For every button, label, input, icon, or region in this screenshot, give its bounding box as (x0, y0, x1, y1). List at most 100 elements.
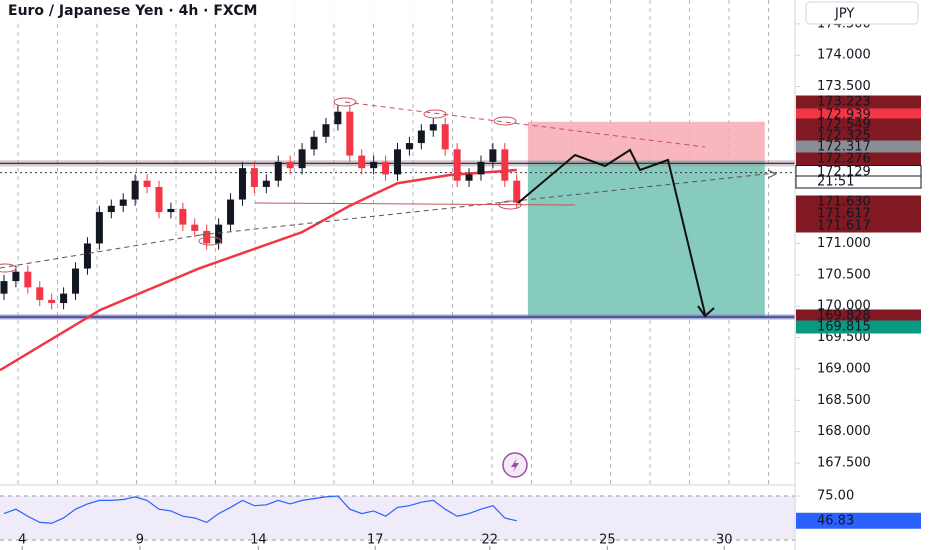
countdown-label: 21:51 (817, 175, 854, 190)
candle-body (370, 161, 378, 169)
pivot-marker (198, 236, 222, 246)
price-tag-label: 171.617 (817, 207, 871, 222)
rsi-last-tag (796, 512, 921, 529)
x-tick-label: 9 (136, 533, 144, 548)
candle-body (72, 268, 80, 294)
currency-button[interactable] (805, 1, 919, 25)
price-tag (796, 140, 921, 154)
y-tick-label: 168.500 (817, 393, 871, 408)
candle-body (36, 287, 44, 300)
price-tag (796, 108, 921, 122)
price-tag-label: 171.617 (817, 219, 871, 234)
price-tag-label: 169.815 (817, 320, 871, 335)
candle-body (298, 149, 306, 169)
pivot-marker (493, 116, 517, 126)
candle-body (274, 161, 282, 181)
candle-body (250, 168, 258, 187)
candle-body (513, 180, 521, 203)
x-tick-label: 30 (716, 533, 733, 548)
neckline (254, 202, 576, 206)
candle-body (334, 111, 342, 125)
chart-title: Euro / Japanese Yen · 4h · FXCM (8, 3, 257, 19)
candle-body (382, 161, 390, 175)
candle-body (179, 208, 187, 225)
target-zone (527, 160, 765, 318)
candle-body (394, 149, 401, 175)
x-tick-label: 17 (367, 533, 384, 548)
candle-body (429, 124, 437, 131)
price-tag (796, 309, 921, 323)
price-tag (796, 207, 921, 221)
y-tick-label: 170.500 (817, 267, 871, 282)
candle-body (453, 149, 461, 181)
candle-body (143, 180, 151, 187)
candle-body (322, 124, 330, 137)
rsi-pane-bg (0, 485, 795, 550)
currency-label: JPY (834, 7, 854, 22)
rsi-band (0, 495, 795, 540)
price-tag-label: 172.325 (817, 129, 871, 144)
stop-zone (527, 121, 765, 161)
price-tag-label: 171.630 (817, 195, 871, 210)
candle-body (12, 271, 20, 282)
candle-body (95, 212, 103, 244)
pivot-marker (423, 109, 447, 119)
y-tick-label: 174.000 (817, 48, 871, 63)
price-tag-label: 172.276 (817, 152, 871, 167)
rsi-tick-label: 75.00 (817, 488, 854, 503)
trend-arrowhead (767, 169, 778, 179)
candle-body (417, 130, 425, 144)
rsi-line (3, 495, 517, 524)
pivot-marker (333, 97, 357, 107)
candle-body (107, 205, 115, 213)
candle-body (262, 180, 270, 187)
y-tick-label: 171.000 (817, 236, 871, 251)
candle-body (441, 124, 449, 150)
candle-body (60, 293, 68, 304)
y-tick-label: 169.000 (817, 361, 871, 376)
candle-body (167, 208, 175, 213)
price-tag (796, 320, 921, 334)
plot-area (0, 105, 795, 372)
candle-body (0, 281, 8, 294)
x-tick-label: 14 (250, 533, 267, 548)
candle-body (131, 180, 139, 200)
candle-body (238, 168, 246, 200)
projection-arrowhead (697, 305, 715, 318)
projection-path (517, 148, 706, 315)
candle-body (405, 143, 413, 150)
candle-body (24, 271, 32, 288)
candle-body (310, 136, 318, 150)
price-axis-labels: 167.500168.000168.500169.000169.500170.0… (795, 16, 922, 529)
rsi-last-label: 46.83 (817, 513, 854, 528)
price-tag (796, 118, 921, 132)
candle-body (191, 224, 199, 231)
drawings (0, 97, 778, 478)
x-tick-label: 4 (18, 533, 26, 548)
candle-body (119, 199, 127, 206)
y-tick-label: 169.500 (817, 330, 871, 345)
candle-body (346, 111, 354, 156)
countdown-tag (795, 175, 922, 189)
x-tick-label: 22 (481, 533, 498, 548)
alert-icon-glyph (511, 458, 519, 472)
trend-line (344, 101, 706, 148)
y-tick-label: 168.000 (817, 424, 871, 439)
candle-body (489, 149, 497, 162)
candle-body (501, 149, 509, 181)
moving-average (0, 168, 517, 372)
price-tag (796, 95, 921, 109)
price-tag (796, 219, 921, 233)
candle-body (48, 299, 56, 304)
candle-body (465, 174, 473, 181)
y-tick-label: 167.500 (817, 456, 871, 471)
candle-body (477, 161, 485, 175)
price-tag-label: 172.549 (817, 118, 871, 133)
candle-body (83, 243, 91, 269)
candle-body (227, 199, 235, 225)
x-tick-label: 25 (599, 533, 616, 548)
price-tag-label: 169.828 (817, 309, 871, 324)
price-tag-label: 173.223 (817, 95, 871, 110)
